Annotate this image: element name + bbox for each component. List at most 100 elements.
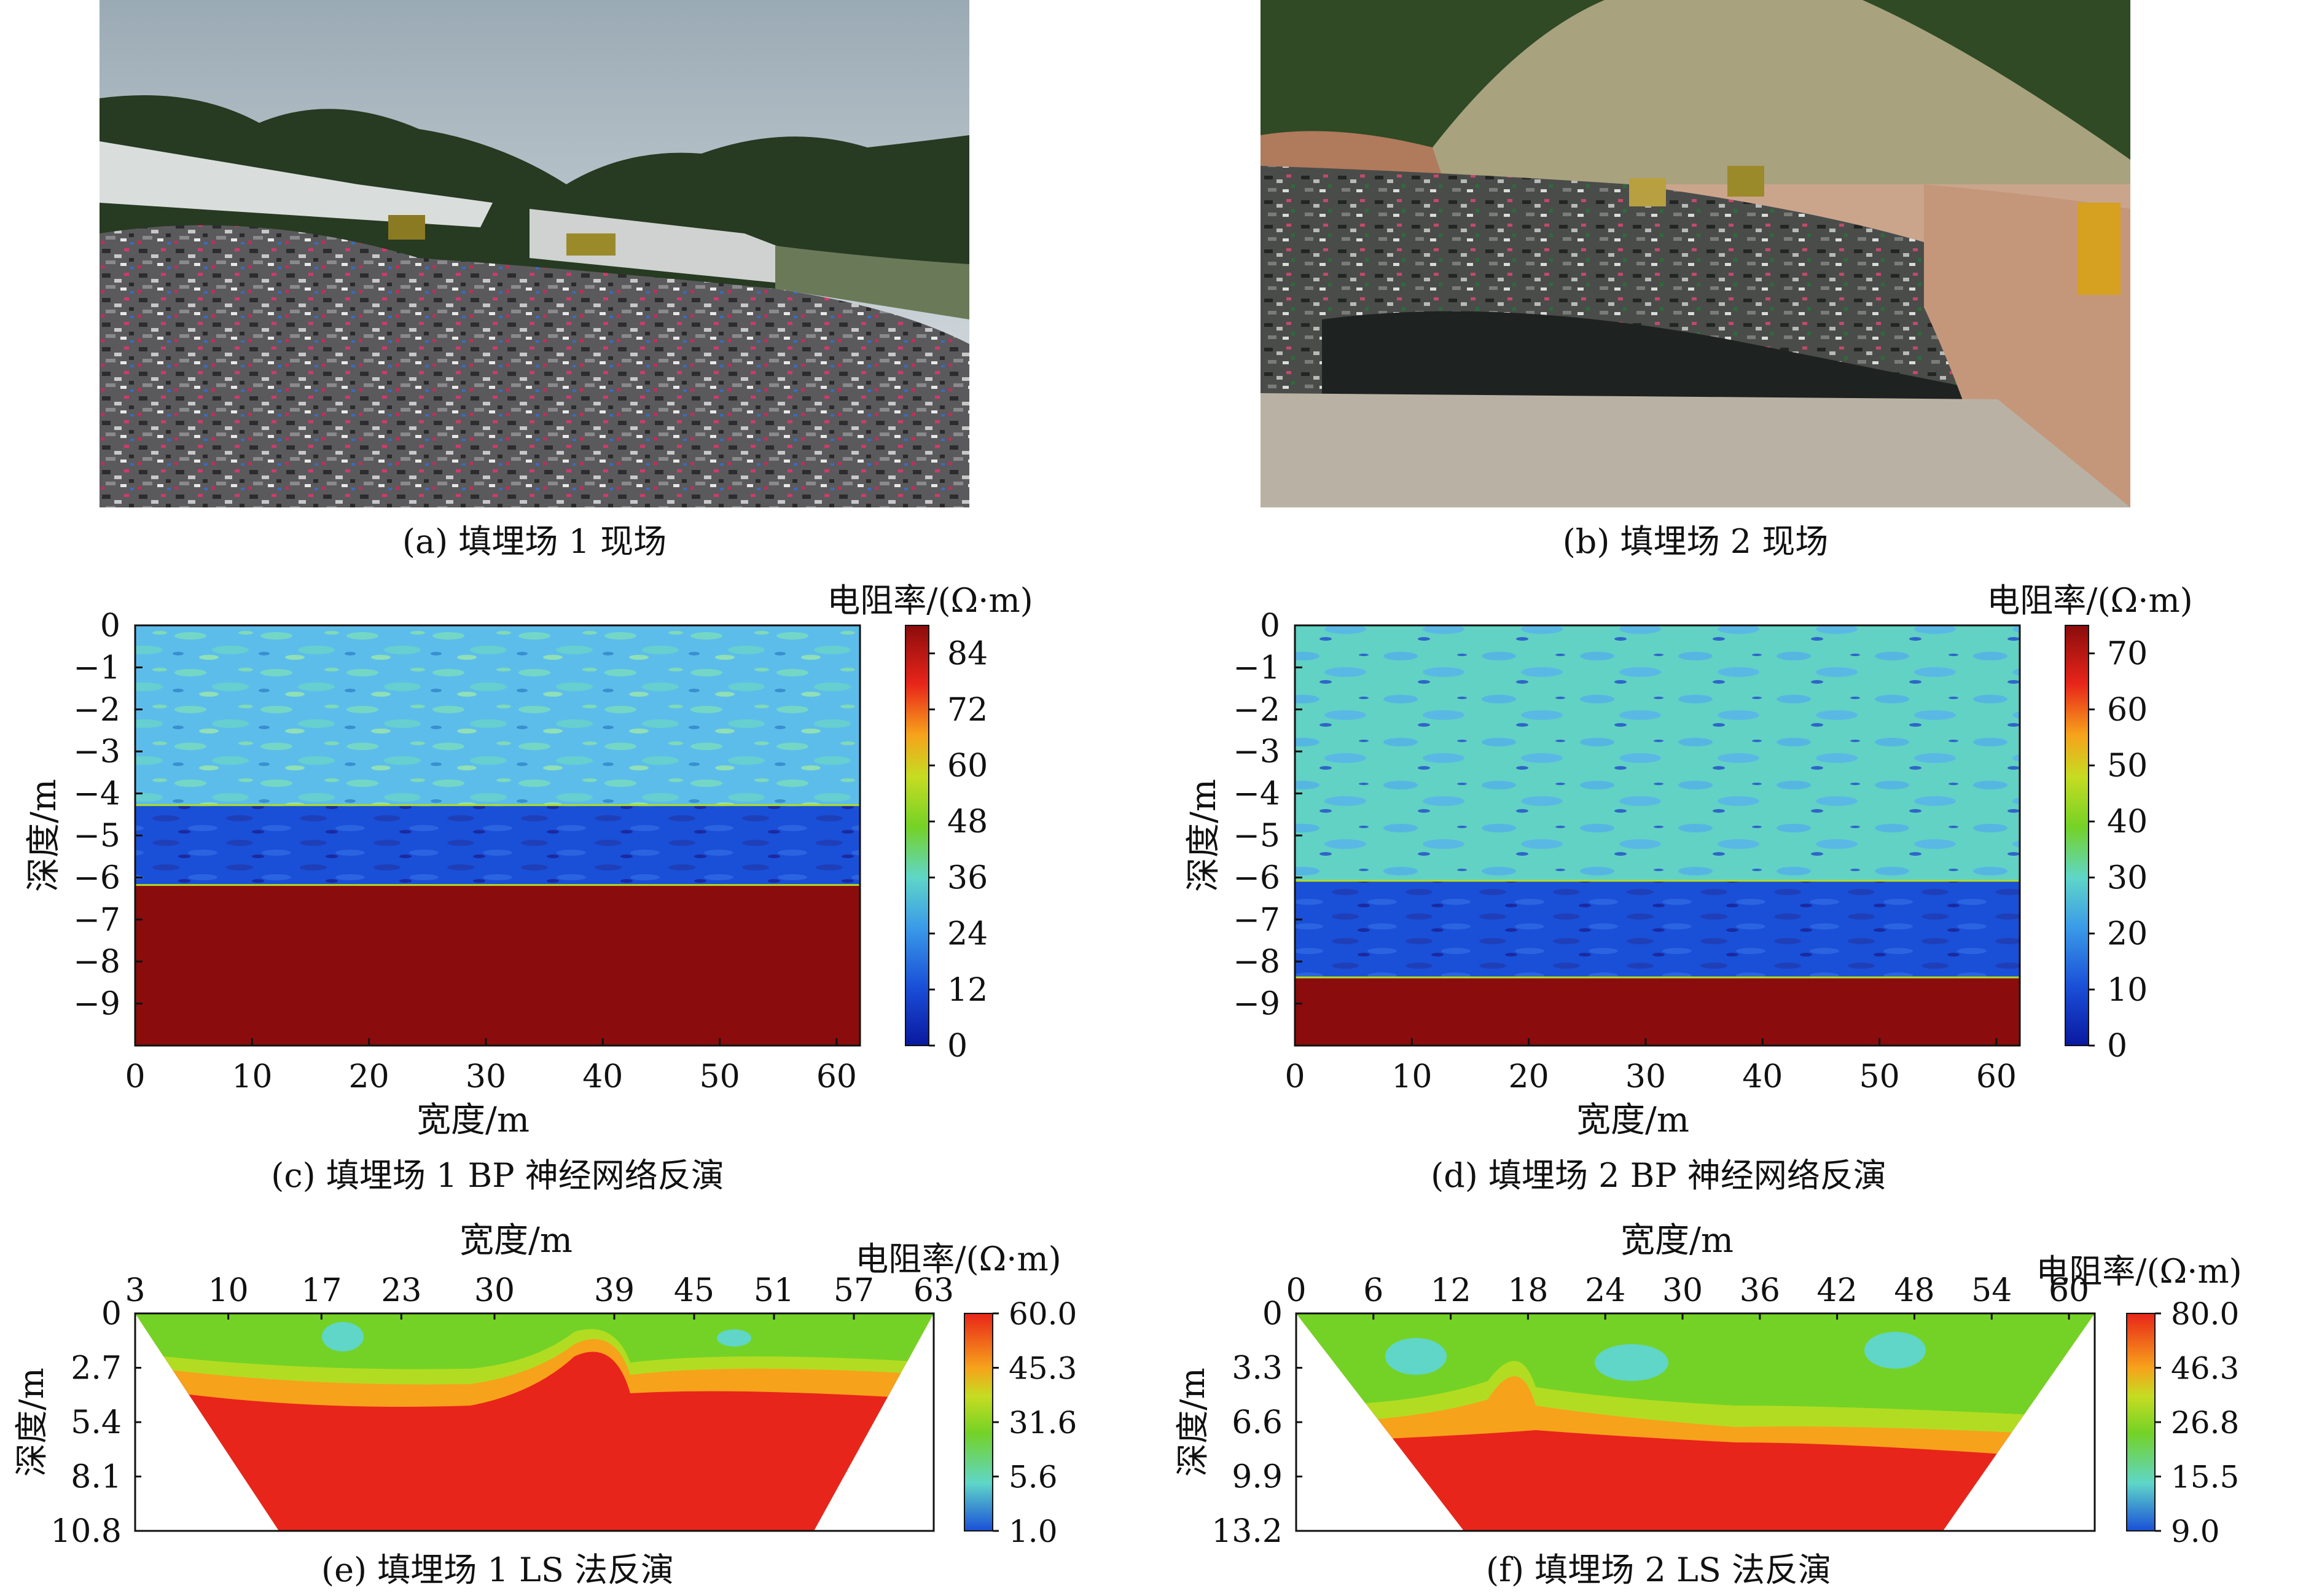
chart-f-low-anomaly	[1864, 1332, 1926, 1369]
chart-c-colorbar-tick-label: 36	[947, 859, 988, 896]
chart-c-y-tick-label: 0	[100, 608, 120, 644]
chart-c-y-tick-label: −2	[73, 692, 120, 729]
chart-e-colorbar-tick-label: 45.3	[1009, 1351, 1077, 1387]
chart-f-x-tick-label: 36	[1740, 1272, 1780, 1309]
chart-d-y-axis-label: 深度/m	[1184, 779, 1224, 892]
chart-f-y-tick-label: 6.6	[1232, 1404, 1283, 1441]
chart-d-y-tick-label: −7	[1233, 902, 1280, 939]
chart-c-colorbar-tick-label: 72	[947, 692, 988, 729]
chart-c-x-tick-label: 10	[232, 1058, 272, 1095]
chart-f-x-tick-label: 48	[1894, 1272, 1934, 1309]
landfill-2-photo	[1261, 0, 2130, 507]
chart-c-layer-2	[135, 806, 860, 886]
chart-e-x-axis-label: 宽度/m	[459, 1221, 573, 1261]
chart-d-x-tick-label: 40	[1742, 1058, 1783, 1095]
chart-d-layer-3	[1295, 978, 2020, 1046]
chart-d-x-axis-label: 宽度/m	[1576, 1100, 1689, 1140]
chart-c-x-tick-label: 30	[466, 1058, 506, 1095]
chart-c-x-tick-label: 0	[125, 1058, 145, 1095]
chart-d-x-tick-label: 30	[1625, 1058, 1666, 1095]
chart-d-layer-2	[1295, 882, 2020, 979]
chart-e-x-tick-label: 10	[208, 1272, 249, 1309]
chart-e-x-tick-label: 17	[301, 1272, 342, 1309]
chart-f-low-anomaly	[1595, 1344, 1668, 1381]
chart-c-y-axis-label: 深度/m	[24, 779, 64, 892]
chart-e-y-tick-label: 8.1	[71, 1459, 122, 1496]
chart-c-y-tick-label: −5	[73, 818, 120, 855]
caption-c: (c) 填埋场 1 BP 神经网络反演	[271, 1156, 724, 1195]
chart-d-colorbar-label: 电阻率/(Ω·m)	[1987, 581, 2192, 620]
chart-f-x-tick-label: 0	[1286, 1272, 1306, 1309]
chart-c-x-tick-label: 20	[349, 1058, 389, 1095]
chart-c-colorbar-tick-label: 0	[947, 1028, 968, 1065]
chart-c-y-tick-label: −1	[73, 649, 120, 686]
chart-e-y-tick-label: 5.4	[71, 1404, 122, 1441]
chart-f-y-axis-label: 深度/m	[1173, 1367, 1212, 1476]
chart-d-y-tick-label: −1	[1233, 649, 1280, 686]
chart-e-x-tick-label: 51	[754, 1272, 794, 1309]
chart-f-x-tick-label: 12	[1431, 1272, 1471, 1309]
chart-d-x-tick-label: 0	[1284, 1058, 1305, 1095]
chart-c-y-tick-label: −7	[73, 902, 120, 939]
chart-d-y-tick-label: −5	[1233, 818, 1280, 855]
chart-e-x-tick-label: 30	[474, 1272, 515, 1309]
chart-f-colorbar-tick-label: 15.5	[2171, 1460, 2239, 1495]
chart-c-colorbar	[905, 625, 929, 1046]
chart-e-colorbar-label: 电阻率/(Ω·m)	[855, 1240, 1061, 1278]
chart-f-x-tick-label: 42	[1817, 1272, 1858, 1309]
chart-f-low-anomaly	[1385, 1338, 1447, 1375]
chart-d-colorbar-tick-label: 30	[2107, 859, 2148, 896]
chart-d-x-tick-label: 60	[1976, 1058, 2017, 1095]
chart-d-colorbar-tick-label: 70	[2107, 636, 2148, 673]
chart-c-layer-3	[135, 886, 860, 1046]
chart-d-x-tick-label: 50	[1859, 1058, 1900, 1095]
chart-e-x-tick-label: 23	[381, 1272, 421, 1309]
chart-d-colorbar-tick-label: 0	[2107, 1028, 2127, 1065]
chart-c-y-tick-label: −4	[73, 776, 120, 813]
caption-b: (b) 填埋场 2 现场	[1562, 522, 1829, 561]
chart-c-colorbar-tick-label: 24	[947, 916, 988, 953]
chart-f-y-tick-label: 9.9	[1232, 1459, 1283, 1496]
chart-f-colorbar	[2126, 1313, 2156, 1531]
chart-f-x-tick-label: 6	[1363, 1272, 1383, 1309]
chart-c-colorbar-tick-label: 12	[947, 972, 988, 1009]
caption-f: (f) 填埋场 2 LS 法反演	[1486, 1551, 1831, 1589]
chart-e-x-tick-label: 39	[594, 1272, 635, 1309]
chart-c-y-tick-label: −6	[73, 859, 120, 896]
chart-c-y-tick-label: −8	[73, 944, 120, 980]
chart-e: 3 10 17 23 30 39 45 51 57 63 宽度/m 0 2.7 5.4 8.1 10.8 深度/…	[12, 1221, 1077, 1550]
chart-c-y-tick-label: −9	[73, 986, 120, 1023]
chart-f-colorbar-tick-label: 26.8	[2171, 1405, 2239, 1441]
chart-d-y-tick-label: −4	[1233, 776, 1280, 813]
chart-c-x-tick-label: 50	[700, 1058, 740, 1095]
chart-d-colorbar-tick-label: 10	[2107, 972, 2148, 1009]
chart-e-x-tick-label: 63	[913, 1272, 954, 1309]
landfill-1-photo	[100, 0, 969, 507]
chart-c-x-tick-label: 60	[816, 1058, 857, 1095]
chart-c-y-tick-label: −3	[73, 733, 120, 770]
chart-e-colorbar-tick-label: 1.0	[1009, 1514, 1058, 1549]
chart-f-x-tick-label: 18	[1507, 1272, 1548, 1309]
chart-f-colorbar-tick-label: 80.0	[2171, 1296, 2239, 1332]
chart-d-y-tick-label: −6	[1233, 859, 1280, 896]
chart-c-colorbar-tick-label: 48	[947, 804, 988, 840]
caption-a: (a) 填埋场 1 现场	[402, 522, 667, 561]
caption-e: (e) 填埋场 1 LS 法反演	[321, 1551, 674, 1589]
chart-c-colorbar-tick-label: 60	[947, 748, 988, 784]
chart-d-colorbar-tick-label: 40	[2107, 804, 2148, 840]
chart-e-y-tick-label: 2.7	[71, 1350, 122, 1387]
chart-c-layer-1	[135, 625, 860, 807]
chart-d-y-tick-label: 0	[1260, 608, 1280, 644]
chart-f-colorbar-tick-label: 46.3	[2171, 1351, 2239, 1387]
chart-c-colorbar-label: 电阻率/(Ω·m)	[827, 581, 1033, 620]
chart-c-x-tick-label: 40	[582, 1058, 623, 1095]
chart-d-y-tick-label: −9	[1233, 986, 1280, 1023]
chart-f-y-tick-label: 13.2	[1211, 1513, 1283, 1550]
chart-e-y-tick-label: 0	[101, 1296, 122, 1332]
chart-d-y-tick-label: −8	[1233, 944, 1280, 980]
chart-d-x-tick-label: 10	[1391, 1058, 1432, 1095]
chart-f-colorbar-tick-label: 9.0	[2171, 1514, 2220, 1549]
chart-e-low-anomaly	[322, 1322, 364, 1352]
chart-f-x-tick-label: 60	[2049, 1272, 2089, 1309]
chart-f-x-tick-label: 30	[1662, 1272, 1703, 1309]
